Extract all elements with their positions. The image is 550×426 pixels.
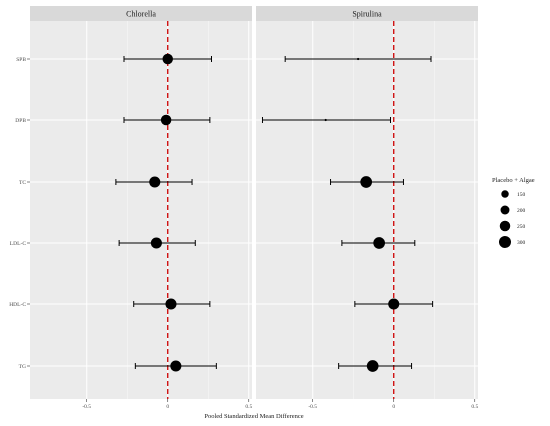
x-tick-label: -0.5	[308, 404, 317, 410]
point-estimate	[366, 360, 379, 372]
legend-label: 250	[517, 224, 526, 230]
legend-key	[500, 205, 510, 215]
y-tick-label: DPB	[15, 118, 26, 124]
legend-key	[501, 190, 509, 198]
point-estimate	[160, 114, 172, 126]
legend-key	[499, 220, 511, 232]
facet-strip	[256, 6, 478, 21]
estimate-ldl-c	[118, 237, 196, 249]
facet-strip	[30, 6, 252, 21]
y-tick-label: TG	[19, 364, 26, 370]
legend-label: 200	[517, 208, 526, 214]
x-tick-label: 0	[392, 404, 395, 410]
estimate-ldl-c	[341, 237, 416, 249]
estimate-tg	[338, 360, 413, 372]
point-estimate	[170, 360, 182, 372]
panel-spirulina: Spirulina -0.5 0 0.5	[256, 6, 478, 410]
estimate-spb	[284, 56, 432, 62]
panel-background	[30, 21, 252, 399]
facet-label: Chlorella	[126, 10, 156, 19]
legend-key	[499, 236, 511, 248]
legend-label: 150	[517, 192, 526, 198]
estimate-dpb	[123, 114, 211, 126]
point-estimate	[373, 237, 386, 249]
facet-label: Spirulina	[352, 10, 382, 19]
legend-label: 300	[517, 240, 526, 246]
y-tick-label: LDL-C	[10, 241, 27, 247]
legend-title: Placebo + Algae	[492, 177, 535, 184]
estimate-spb	[123, 53, 212, 65]
estimate-tc	[115, 176, 193, 188]
y-tick-label: HDL-C	[9, 302, 26, 308]
estimate-tg	[134, 360, 217, 372]
point-estimate	[356, 57, 360, 61]
legend: Placebo + Algae 150 200 250 300	[492, 177, 535, 248]
estimate-hdl-c	[133, 298, 211, 310]
point-estimate	[360, 176, 373, 188]
point-estimate	[150, 237, 162, 249]
point-estimate	[149, 176, 161, 188]
x-tick-label: 0	[166, 404, 169, 410]
legend-item: 150	[501, 190, 526, 198]
x-axis-title: Pooled Standardized Mean Difference	[204, 413, 303, 420]
y-axis: SPB DPB TC LDL-C HDL-C TG	[9, 57, 30, 370]
panel-chlorella: Chlorella -0.5 0 0.5	[30, 6, 252, 410]
x-tick-label: -0.5	[82, 404, 91, 410]
x-tick-label: 0.5	[245, 404, 252, 410]
x-tick-label: 0.5	[471, 404, 478, 410]
estimate-hdl-c	[354, 298, 434, 310]
legend-item: 200	[500, 205, 526, 215]
panel-background	[256, 21, 478, 399]
estimate-tc	[330, 176, 404, 188]
estimate-dpb	[261, 117, 391, 123]
legend-item: 300	[499, 236, 526, 248]
y-tick-label: TC	[19, 180, 26, 186]
point-estimate	[162, 53, 173, 65]
point-estimate	[324, 118, 327, 122]
legend-item: 250	[499, 220, 526, 232]
y-tick-label: SPB	[16, 57, 26, 63]
point-estimate	[388, 298, 400, 310]
point-estimate	[165, 298, 177, 310]
